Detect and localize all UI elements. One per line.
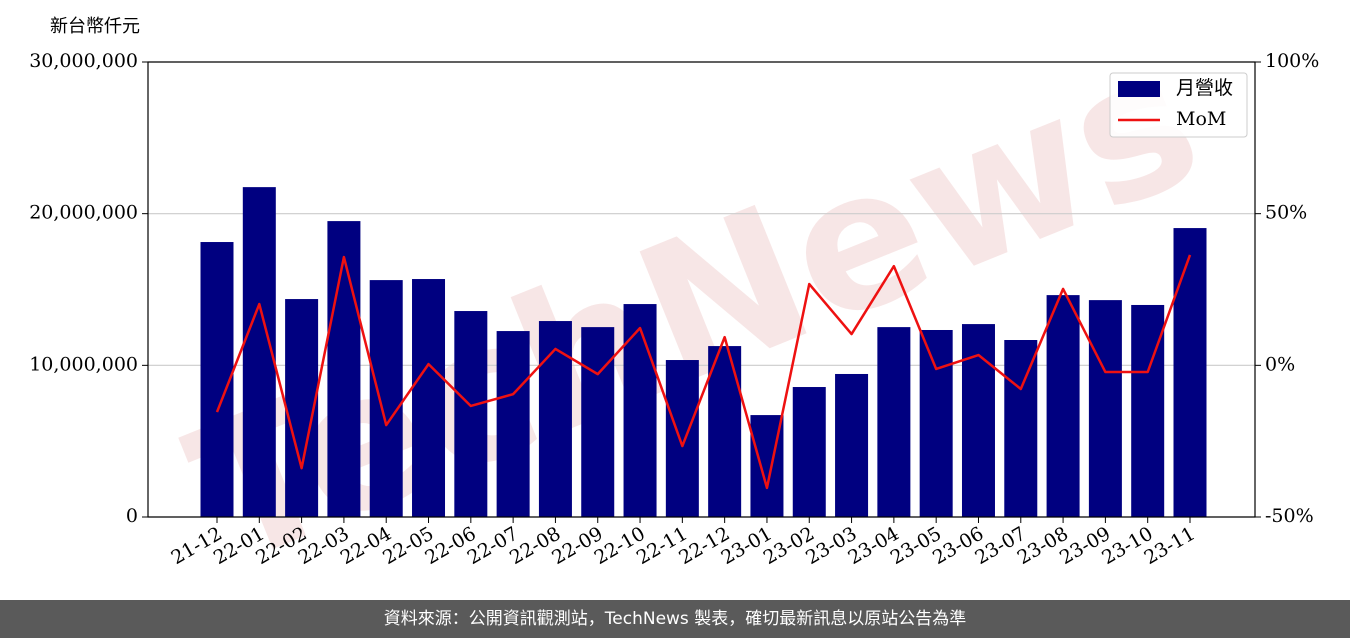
bar bbox=[623, 304, 657, 517]
bar bbox=[412, 279, 446, 517]
y2-tick-label: 100% bbox=[1265, 50, 1319, 72]
y-tick-label: 30,000,000 bbox=[29, 50, 138, 72]
legend-label: 月營收 bbox=[1176, 77, 1233, 99]
bar bbox=[1088, 300, 1122, 517]
bar bbox=[1173, 228, 1207, 517]
bar bbox=[454, 311, 488, 517]
bar bbox=[961, 324, 995, 517]
chart: 新台幣仟元 TechNews 010,000,00020,000,00030,0… bbox=[29, 7, 1319, 608]
bar bbox=[708, 346, 742, 517]
line bbox=[215, 254, 1192, 490]
bar bbox=[327, 221, 361, 517]
bar bbox=[665, 360, 699, 517]
y2-tick-label: 0% bbox=[1265, 353, 1295, 375]
bar bbox=[369, 280, 403, 517]
footer: 資料來源：公開資訊觀測站，TechNews 製表，確切最新訊息以原站公告為準 bbox=[0, 600, 1350, 638]
bar bbox=[1046, 295, 1080, 517]
y-tick-label: 0 bbox=[126, 505, 138, 527]
bar bbox=[200, 242, 234, 518]
bar bbox=[538, 321, 572, 517]
bar bbox=[792, 387, 826, 517]
bar bbox=[496, 331, 530, 517]
bar bbox=[242, 187, 276, 517]
bar bbox=[1004, 340, 1038, 517]
bar bbox=[877, 327, 911, 517]
legend-swatch bbox=[1118, 81, 1160, 97]
y-tick-label: 20,000,000 bbox=[29, 202, 138, 224]
y-axis-label: 新台幣仟元 bbox=[50, 16, 140, 37]
y2-tick-label: 50% bbox=[1265, 202, 1307, 224]
legend-label: MoM bbox=[1176, 108, 1226, 130]
bar bbox=[919, 329, 953, 517]
plot-frame bbox=[147, 61, 1256, 518]
bar bbox=[835, 373, 869, 517]
bar bbox=[581, 327, 615, 517]
y-tick-label: 10,000,000 bbox=[29, 353, 138, 375]
y2-tick-label: -50% bbox=[1265, 505, 1314, 527]
